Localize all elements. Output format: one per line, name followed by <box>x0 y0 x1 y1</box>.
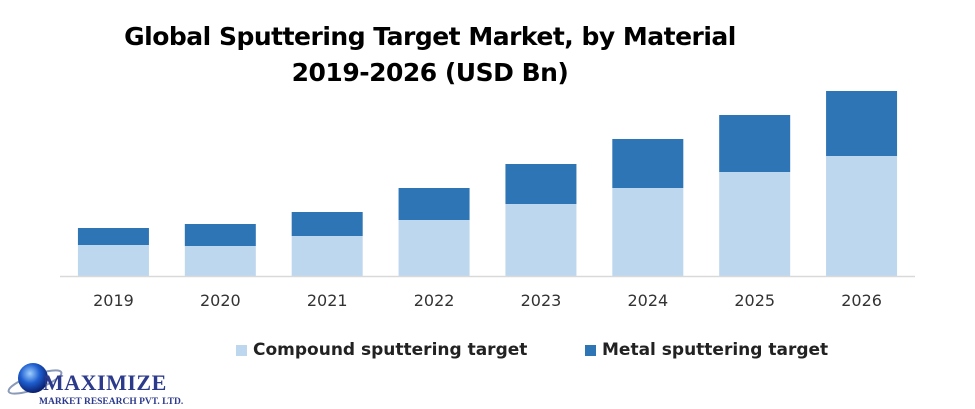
bar-compound-2024 <box>612 188 684 276</box>
bar-metal-2024 <box>612 139 684 188</box>
legend-swatch-metal <box>585 344 596 356</box>
bar-compound-2021 <box>291 236 363 276</box>
chart-title: Global Sputtering Target Market, by Mate… <box>124 22 736 51</box>
x-tick-label: 2023 <box>521 291 562 310</box>
bar-compound-2022 <box>398 220 470 276</box>
company-logo: MAXIMIZE MARKET RESEARCH PVT. LTD. <box>5 358 225 409</box>
x-tick-label: 2021 <box>307 291 348 310</box>
legend-item-metal: Metal sputtering target <box>585 340 828 360</box>
bar-compound-2019 <box>77 245 149 276</box>
x-tick-label: 2026 <box>841 291 882 310</box>
legend-swatch-compound <box>236 344 247 356</box>
x-tick-label: 2019 <box>93 291 134 310</box>
bar-compound-2025 <box>719 172 791 276</box>
globe-icon <box>7 363 63 395</box>
legend-label-compound: Compound sputtering target <box>253 340 528 360</box>
bar-metal-2026 <box>826 91 898 156</box>
logo-tagline: MARKET RESEARCH PVT. LTD. <box>39 397 184 407</box>
x-tick-label: 2024 <box>627 291 668 310</box>
bar-compound-2026 <box>826 156 898 276</box>
legend-label-metal: Metal sputtering target <box>602 340 829 360</box>
bar-metal-2020 <box>184 224 256 246</box>
x-tick-label: 2025 <box>734 291 775 310</box>
x-tick-label: 2020 <box>200 291 241 310</box>
logo-name: MAXIMIZE <box>43 370 167 395</box>
legend-item-compound: Compound sputtering target <box>236 340 527 360</box>
bar-compound-2023 <box>505 204 577 276</box>
bar-metal-2022 <box>398 188 470 220</box>
bar-metal-2023 <box>505 164 577 204</box>
bar-compound-2020 <box>184 246 256 276</box>
bar-metal-2021 <box>291 212 363 236</box>
x-tick-label: 2022 <box>414 291 455 310</box>
bar-metal-2019 <box>77 228 149 245</box>
bar-metal-2025 <box>719 115 791 172</box>
chart-subtitle: 2019-2026 (USD Bn) <box>291 58 569 87</box>
